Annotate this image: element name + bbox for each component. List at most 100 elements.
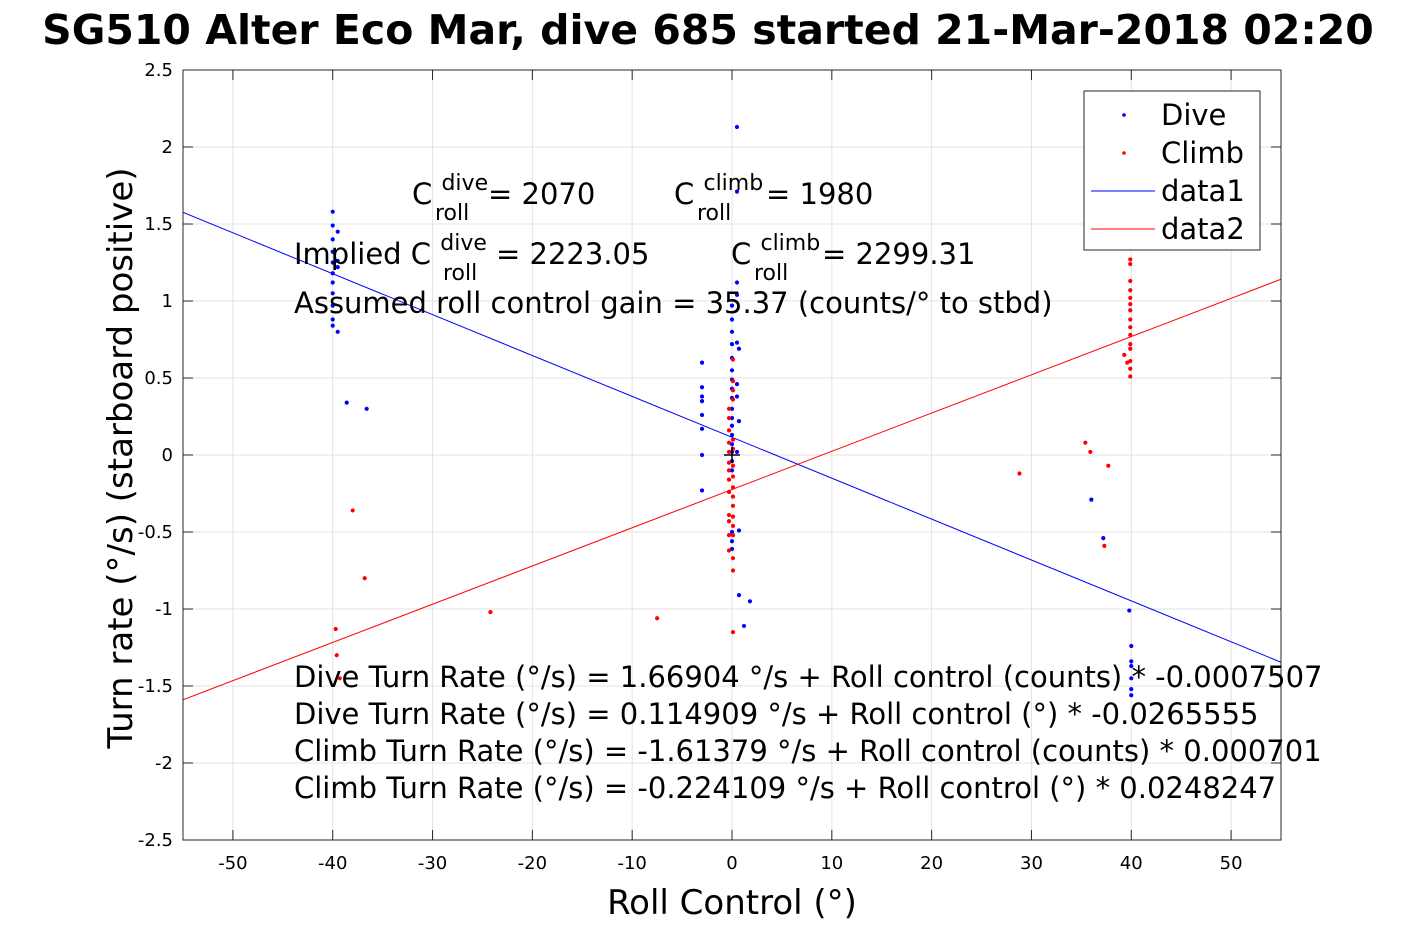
c-climb-base: C	[674, 177, 694, 211]
x-tick-label: 20	[920, 853, 943, 874]
dive-point	[734, 189, 740, 194]
climb-point	[1128, 317, 1133, 322]
climb-point	[1128, 374, 1133, 379]
c-dive-sub: roll	[435, 201, 469, 226]
dive-point	[330, 271, 335, 276]
dive-point	[736, 419, 742, 424]
climb-point	[726, 406, 732, 411]
dive-point	[729, 329, 735, 334]
climb-point	[1017, 471, 1022, 476]
annotation-c-climb: C climb roll = 1980	[674, 163, 873, 227]
y-tick-label: 1	[162, 291, 173, 312]
dive-point	[734, 292, 740, 297]
implied-prefix: Implied C	[294, 237, 431, 271]
climb-point	[1088, 449, 1093, 455]
dive-point	[330, 323, 335, 328]
dive-point	[344, 400, 349, 405]
x-tick-label: -40	[318, 853, 347, 874]
climb-point	[726, 449, 732, 455]
climb-point	[730, 630, 736, 635]
x-tick-label: -50	[218, 853, 247, 874]
dive-point	[1101, 536, 1106, 541]
y-tick-label: 2.5	[144, 60, 173, 81]
climb-point	[337, 676, 342, 681]
climb-point	[730, 397, 736, 402]
y-tick-label: 0	[162, 445, 173, 466]
implied-dive-sub: roll	[443, 261, 477, 286]
data-points	[330, 124, 1134, 698]
dive-point	[699, 394, 705, 399]
climb-point	[1128, 358, 1133, 364]
dive-point	[734, 382, 740, 387]
fit-line-data2	[183, 278, 1281, 701]
climb-point	[1128, 342, 1133, 347]
climb-point	[726, 532, 732, 538]
dive-point	[729, 303, 735, 308]
climb-point	[1128, 257, 1133, 262]
legend-box	[1083, 90, 1261, 251]
implied-climb-value: = 2299.31	[822, 237, 975, 271]
dive-point	[729, 468, 735, 473]
annotation-c-dive: C dive roll = 2070	[412, 163, 595, 227]
x-tick-label: 50	[1220, 853, 1243, 874]
dive-point	[729, 317, 735, 322]
climb-point	[488, 609, 493, 615]
dive-point	[335, 258, 340, 264]
dive-point	[330, 209, 335, 214]
annotation-gain: Assumed roll control gain = 35.37 (count…	[294, 286, 1053, 320]
dive-point	[1129, 663, 1134, 669]
legend-climb-label: Climb	[1161, 136, 1244, 170]
climb-point	[730, 463, 736, 468]
dive-point	[1089, 497, 1094, 502]
y-tick-label: 0.5	[144, 368, 173, 389]
dive-point	[364, 406, 369, 411]
climb-point	[1106, 463, 1111, 468]
climb-point	[730, 556, 736, 561]
dive-point	[1129, 676, 1134, 681]
dive-point	[699, 452, 705, 458]
c-dive-sup: dive	[441, 171, 488, 196]
equation-dive-degrees: Dive Turn Rate (°/s) = 0.114909 °/s + Ro…	[294, 697, 1259, 731]
dive-point	[736, 346, 742, 351]
legend-climb-marker	[1122, 151, 1126, 155]
fit-lines	[183, 211, 1281, 701]
x-axis-ticks: -50 -40 -30 -20 -10 0 10 20 30 40 50	[218, 70, 1243, 874]
dive-point	[1129, 686, 1134, 692]
climb-point	[1128, 295, 1133, 301]
dive-point	[335, 229, 340, 234]
annotation-implied-dive: Implied C dive roll = 2223.05	[294, 223, 649, 287]
climb-point	[730, 494, 736, 499]
climb-point	[1122, 352, 1127, 357]
climb-point	[726, 489, 732, 495]
climb-point	[730, 532, 736, 538]
annotations: C dive roll = 2070 C climb roll = 1980 I…	[294, 163, 1322, 805]
c-climb-sup: climb	[703, 171, 763, 196]
dive-point	[734, 449, 740, 455]
x-tick-label: -30	[418, 853, 447, 874]
x-tick-label: 30	[1020, 853, 1043, 874]
y-tick-label: -0.5	[138, 522, 173, 543]
x-tick-label: -10	[617, 853, 646, 874]
climb-point	[1128, 278, 1133, 284]
climb-point	[1128, 288, 1133, 293]
c-dive-value: = 2070	[488, 177, 595, 211]
y-tick-label: -2.5	[138, 830, 173, 851]
c-climb-sub: roll	[697, 201, 731, 226]
climb-point	[730, 523, 736, 528]
legend: Dive Climb data1 data2	[1083, 90, 1261, 251]
chart-title: SG510 Alter Eco Mar, dive 685 started 21…	[42, 6, 1374, 54]
x-tick-label: -20	[518, 853, 547, 874]
origin-marker	[724, 447, 740, 463]
dive-point	[330, 249, 335, 254]
climb-point	[334, 653, 339, 658]
y-tick-label: 2	[162, 137, 173, 158]
dive-point	[330, 223, 335, 228]
dive-point	[1127, 608, 1132, 613]
dive-point	[729, 415, 735, 421]
x-axis-label: Roll Control (°)	[607, 883, 857, 923]
dive-point	[1129, 659, 1134, 664]
dive-point	[335, 265, 340, 270]
dive-point	[741, 623, 747, 629]
dive-point	[729, 539, 735, 544]
